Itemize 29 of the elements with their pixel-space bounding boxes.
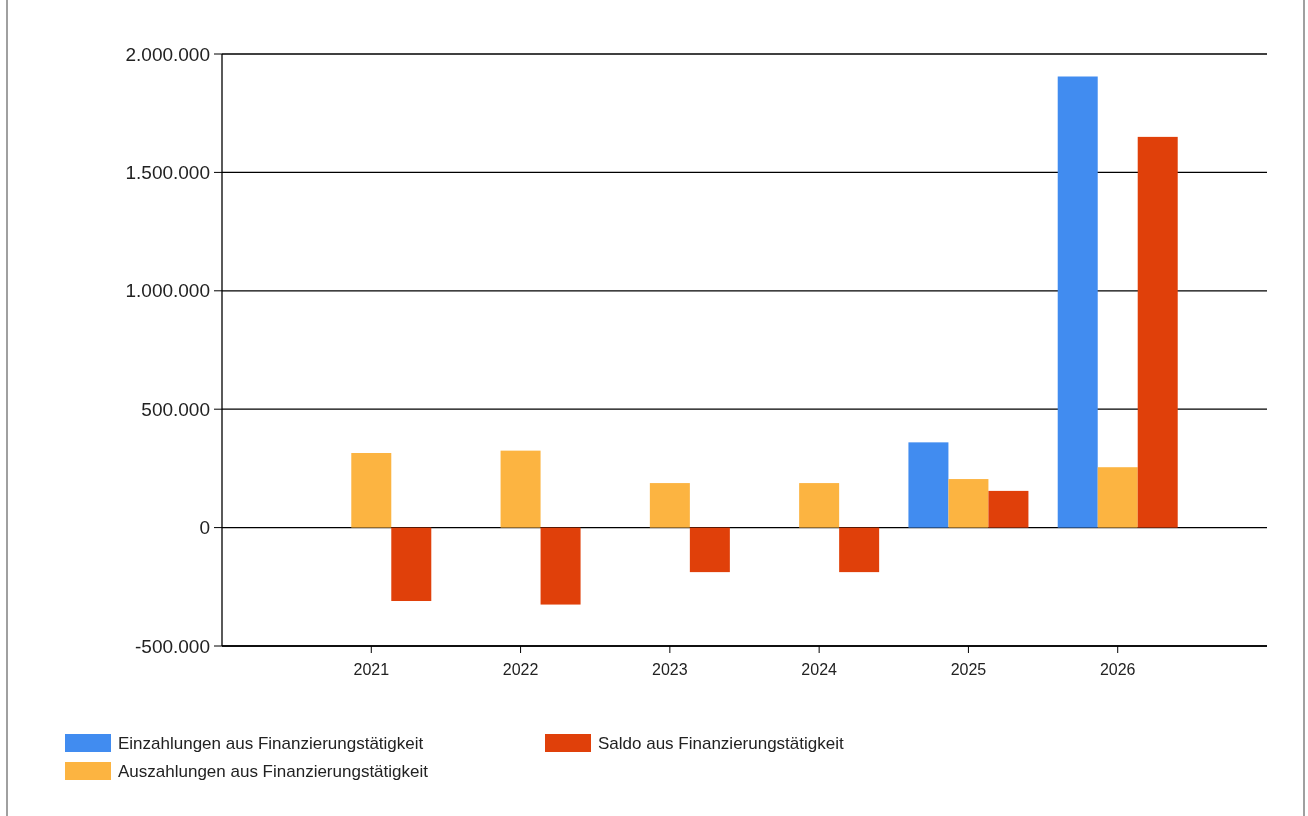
bar xyxy=(1137,136,1178,528)
bar xyxy=(649,483,690,528)
bar xyxy=(689,527,730,573)
bar xyxy=(540,527,581,605)
bar xyxy=(839,527,880,573)
bar xyxy=(799,483,840,528)
y-tick-label: 500.000 xyxy=(141,398,210,420)
y-tick-label: 2.000.000 xyxy=(125,43,210,65)
x-tick-label: 2024 xyxy=(801,661,838,678)
bar xyxy=(500,450,541,528)
legend-label: Auszahlungen aus Finanzierungstätigkeit xyxy=(118,761,429,781)
y-tick-label: -500.000 xyxy=(134,635,210,657)
x-tick-label: 2026 xyxy=(1099,661,1136,678)
x-tick-label: 2023 xyxy=(652,661,688,678)
bar xyxy=(948,479,989,528)
legend-label: Einzahlungen aus Finanzierungstätigkeit xyxy=(118,733,424,753)
y-tick-label: 1.000.000 xyxy=(125,280,210,302)
x-tick-label: 2022 xyxy=(502,661,539,678)
bar xyxy=(1097,467,1138,528)
bar xyxy=(1057,76,1098,528)
x-tick-label: 2025 xyxy=(950,661,987,678)
bar xyxy=(908,442,949,528)
x-tick-label: 2021 xyxy=(353,661,390,678)
bar xyxy=(988,490,1029,528)
legend-label: Saldo aus Finanzierungstätigkeit xyxy=(598,733,844,753)
bar xyxy=(351,453,392,528)
y-tick-label: 0 xyxy=(199,517,210,539)
y-tick-label: 1.500.000 xyxy=(125,162,210,184)
bar xyxy=(391,527,432,602)
